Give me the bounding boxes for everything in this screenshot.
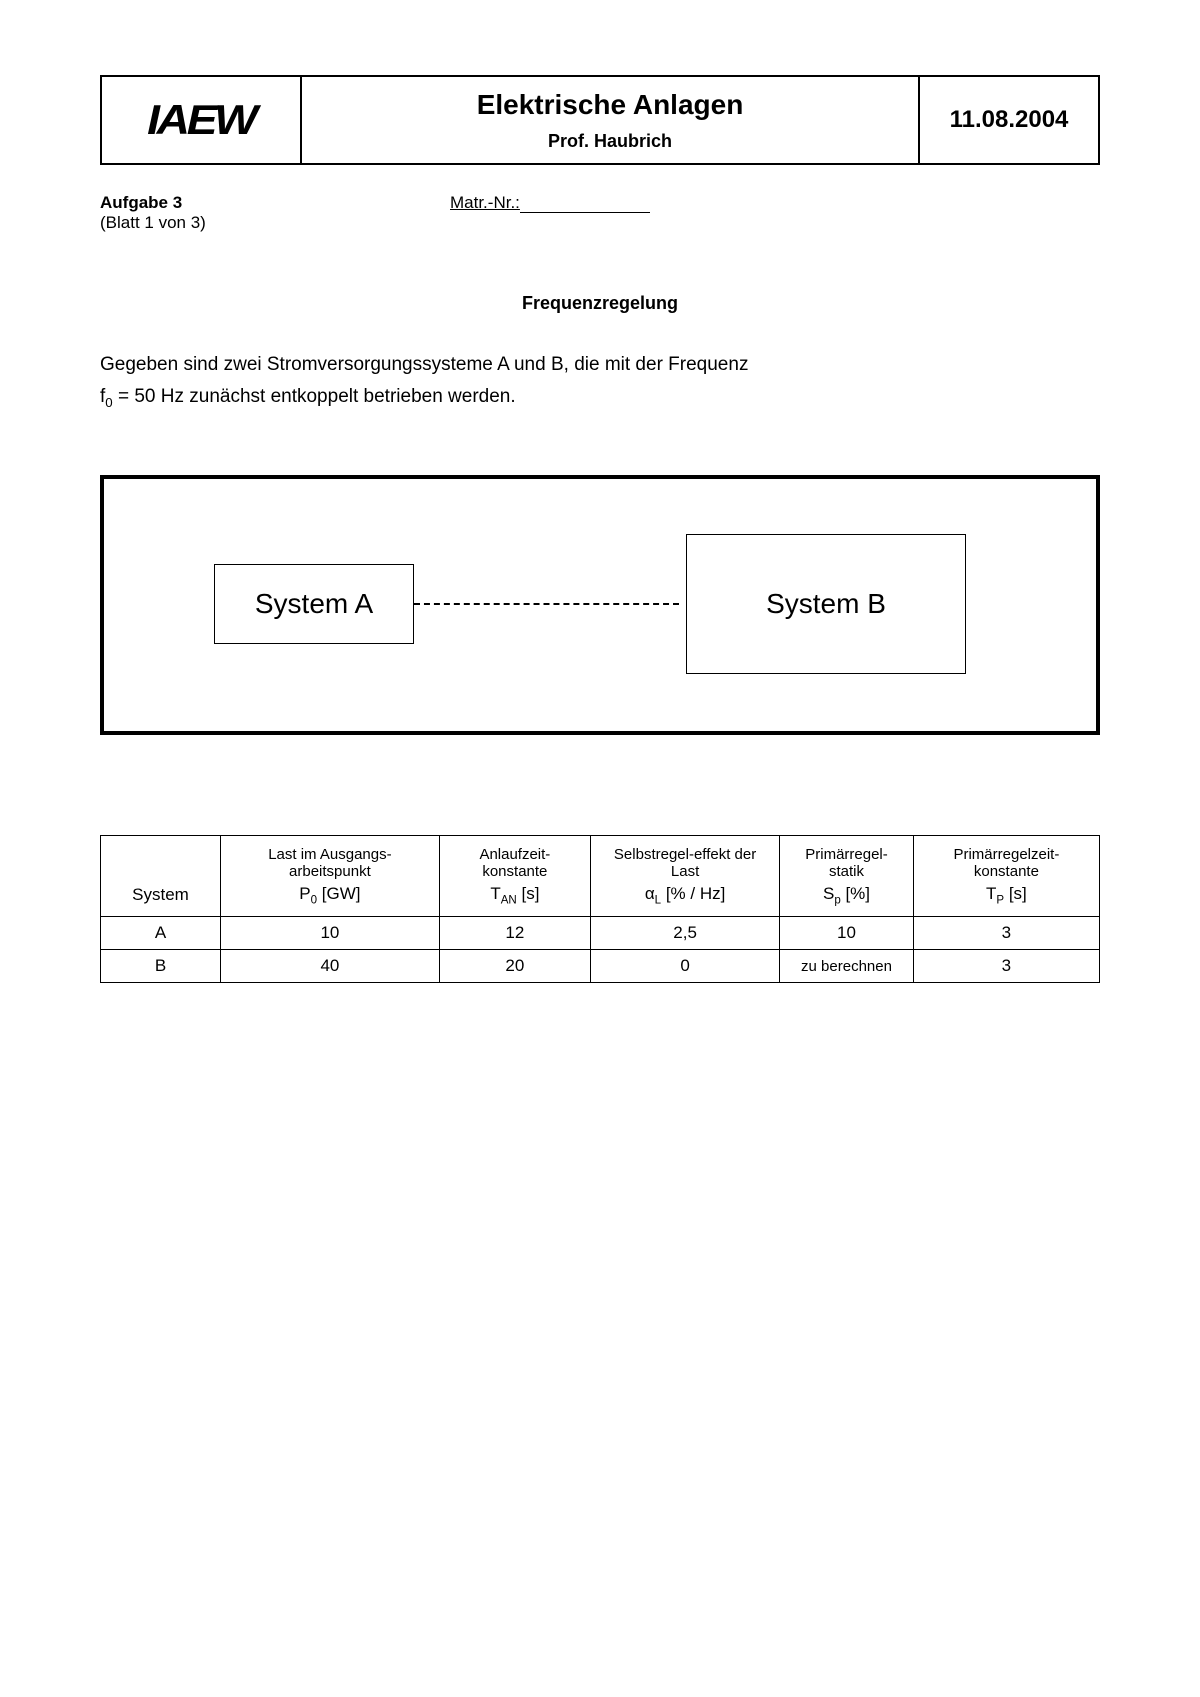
- connection-line: [414, 603, 679, 605]
- c5-sym: T: [986, 884, 996, 903]
- c2-sub: AN: [501, 894, 517, 906]
- header-box: IAEW Elektrische Anlagen Prof. Haubrich …: [100, 75, 1100, 165]
- parameters-table: Last im Ausgangs-arbeitspunkt Anlaufzeit…: [100, 835, 1100, 983]
- cell-system-b: B: [101, 950, 221, 983]
- cell-system-a: A: [101, 917, 221, 950]
- matr-field: Matr.-Nr.:: [450, 193, 650, 233]
- c2-unit: [s]: [517, 884, 540, 903]
- header-tan-symbol: TAN [s]: [439, 882, 590, 917]
- exercise-number: Aufgabe 3: [100, 193, 450, 213]
- col4-top: Primärregel-statik: [805, 846, 888, 880]
- header-system: System: [101, 882, 221, 917]
- header-alpha-symbol: αL [% / Hz]: [590, 882, 779, 917]
- cell-b-sp: zu berechnen: [780, 950, 914, 983]
- table-header-row1: Last im Ausgangs-arbeitspunkt Anlaufzeit…: [101, 835, 1100, 882]
- title-cell: Elektrische Anlagen Prof. Haubrich: [302, 77, 918, 163]
- logo-cell: IAEW: [102, 77, 302, 163]
- cell-a-tan: 12: [439, 917, 590, 950]
- diagram-container: System A System B: [100, 475, 1100, 735]
- c1-unit: [GW]: [317, 884, 360, 903]
- body-line1: Gegeben sind zwei Stromversorgungssystem…: [100, 354, 748, 375]
- c3-sym: α: [645, 884, 655, 903]
- header-p0-symbol: P0 [GW]: [221, 882, 440, 917]
- header-tp-symbol: TP [s]: [913, 882, 1099, 917]
- table-row: B 40 20 0 zu berechnen 3: [101, 950, 1100, 983]
- system-a-label: System A: [255, 588, 373, 620]
- c4-sym: S: [823, 884, 834, 903]
- system-a-box: System A: [214, 564, 414, 644]
- body-f-sub: 0: [105, 395, 112, 410]
- system-b-box: System B: [686, 534, 966, 674]
- col5-top: Primärregelzeit-konstante: [953, 846, 1059, 880]
- date-cell: 11.08.2004: [918, 77, 1098, 163]
- cell-b-p0: 40: [221, 950, 440, 983]
- cell-a-p0: 10: [221, 917, 440, 950]
- logo-text: IAEW: [147, 96, 254, 144]
- page-indicator: (Blatt 1 von 3): [100, 213, 450, 233]
- matr-blank-line: [520, 212, 650, 213]
- document-date: 11.08.2004: [950, 106, 1069, 134]
- cell-a-alpha: 2,5: [590, 917, 779, 950]
- cell-b-tp: 3: [913, 950, 1099, 983]
- system-b-label: System B: [766, 588, 886, 620]
- cell-b-alpha: 0: [590, 950, 779, 983]
- c5-unit: [s]: [1004, 884, 1027, 903]
- document-title: Elektrische Anlagen: [477, 89, 744, 121]
- c1-sym: P: [299, 884, 310, 903]
- header-tan-label: Anlaufzeit-konstante: [439, 835, 590, 882]
- col1-top: Last im Ausgangs-arbeitspunkt: [268, 846, 391, 880]
- col2-top: Anlaufzeit-konstante: [479, 846, 550, 880]
- cell-a-sp: 10: [780, 917, 914, 950]
- meta-left: Aufgabe 3 (Blatt 1 von 3): [100, 193, 450, 233]
- cell-a-tp: 3: [913, 917, 1099, 950]
- c4-unit: [%]: [841, 884, 870, 903]
- col3-top: Selbstregel-effekt der Last: [614, 846, 756, 880]
- document-subtitle: Prof. Haubrich: [548, 131, 672, 152]
- header-sp-label: Primärregel-statik: [780, 835, 914, 882]
- header-tp-label: Primärregelzeit-konstante: [913, 835, 1099, 882]
- header-p0-label: Last im Ausgangs-arbeitspunkt: [221, 835, 440, 882]
- table-header-row2: System P0 [GW] TAN [s] αL [% / Hz] Sp [%…: [101, 882, 1100, 917]
- c2-sym: T: [490, 884, 500, 903]
- table-row: A 10 12 2,5 10 3: [101, 917, 1100, 950]
- body-text: Gegeben sind zwei Stromversorgungssystem…: [100, 349, 1100, 415]
- header-empty: [101, 835, 221, 882]
- section-title: Frequenzregelung: [100, 293, 1100, 314]
- meta-row: Aufgabe 3 (Blatt 1 von 3) Matr.-Nr.:: [100, 193, 1100, 233]
- cell-b-tan: 20: [439, 950, 590, 983]
- matr-label: Matr.-Nr.:: [450, 193, 520, 212]
- header-alpha-label: Selbstregel-effekt der Last: [590, 835, 779, 882]
- header-sp-symbol: Sp [%]: [780, 882, 914, 917]
- c3-unit: [% / Hz]: [661, 884, 725, 903]
- body-line2-rest: = 50 Hz zunächst entkoppelt betrieben we…: [113, 386, 516, 407]
- c5-sub: P: [996, 894, 1004, 906]
